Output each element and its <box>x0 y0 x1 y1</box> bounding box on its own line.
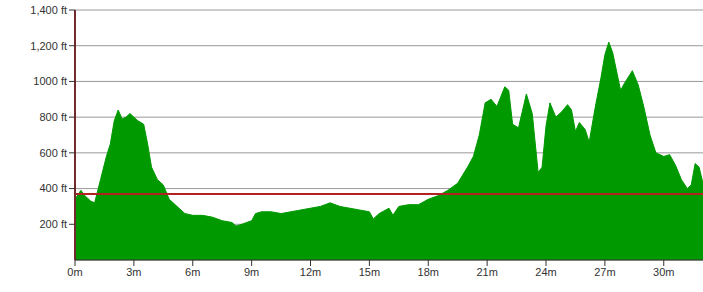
svg-text:200 ft: 200 ft <box>39 218 67 230</box>
svg-text:3m: 3m <box>126 266 141 278</box>
svg-text:27m: 27m <box>594 266 615 278</box>
svg-text:0m: 0m <box>67 266 82 278</box>
svg-text:24m: 24m <box>535 266 556 278</box>
svg-text:9m: 9m <box>244 266 259 278</box>
svg-text:1,400 ft: 1,400 ft <box>30 4 67 16</box>
svg-text:12m: 12m <box>300 266 321 278</box>
svg-text:21m: 21m <box>476 266 497 278</box>
svg-text:800 ft: 800 ft <box>39 111 67 123</box>
svg-text:1000 ft: 1000 ft <box>33 75 67 87</box>
svg-text:18m: 18m <box>418 266 439 278</box>
svg-text:400 ft: 400 ft <box>39 182 67 194</box>
svg-text:6m: 6m <box>185 266 200 278</box>
svg-text:1,200 ft: 1,200 ft <box>30 40 67 52</box>
svg-text:15m: 15m <box>359 266 380 278</box>
svg-text:600 ft: 600 ft <box>39 147 67 159</box>
svg-text:30m: 30m <box>653 266 674 278</box>
